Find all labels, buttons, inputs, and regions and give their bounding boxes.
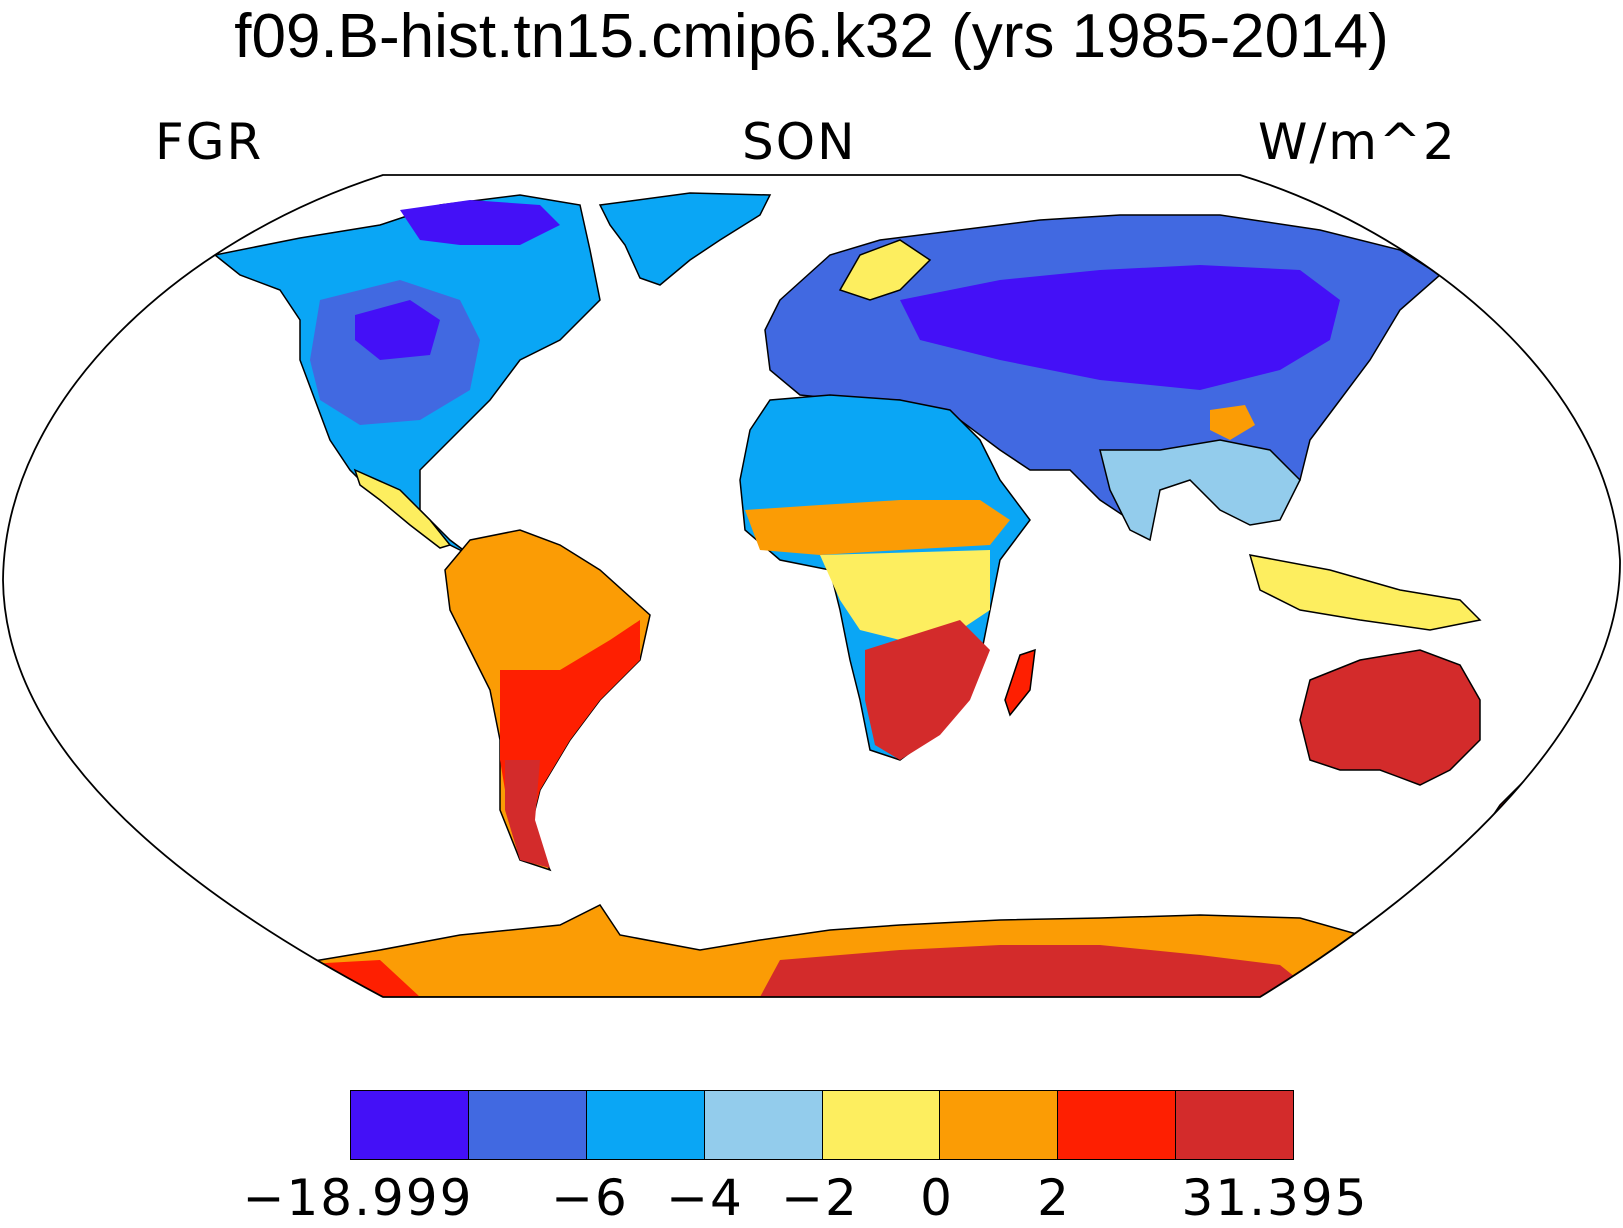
australia-region: [1299, 649, 1481, 786]
colorbar-tick-label: 2: [1037, 1169, 1071, 1227]
antarctica-interior: [760, 945, 1320, 997]
siberia-core: [900, 265, 1340, 390]
colorbar-swatch: [704, 1091, 823, 1159]
greenland-region: [598, 192, 772, 286]
season-label: SON: [742, 113, 857, 171]
colorbar-swatch: [586, 1091, 705, 1159]
variable-label: FGR: [155, 113, 264, 171]
canada-core: [355, 300, 440, 360]
madagascar: [1004, 648, 1036, 717]
colorbar-tick-label: −18.999: [242, 1169, 474, 1227]
colorbar-tick-label: 0: [920, 1169, 954, 1227]
colorbar-tick-label: −4: [666, 1169, 744, 1227]
colorbar-swatch: [1058, 1091, 1177, 1159]
southern-africa: [865, 620, 990, 760]
colorbar-tick-label: 31.395: [1181, 1169, 1369, 1227]
arctic-islands: [400, 200, 560, 245]
maritime-continent: [1248, 554, 1482, 631]
figure-title: f09.B-hist.tn15.cmip6.k32 (yrs 1985-2014…: [234, 2, 1389, 71]
units-label: W/m^2: [1258, 113, 1457, 171]
colorbar: [350, 1090, 1294, 1160]
colorbar-tick-label: −2: [781, 1169, 859, 1227]
colorbar-swatch: [940, 1091, 1059, 1159]
tibet-hotspot: [1210, 405, 1255, 440]
scandinavia: [838, 239, 932, 301]
central-africa: [820, 550, 990, 640]
sahel-band: [745, 500, 1010, 555]
colorbar-swatch: [351, 1091, 469, 1159]
colorbar-swatch: [1176, 1091, 1293, 1159]
projection-outline: [2, 174, 1621, 998]
south-asia-region: [1099, 439, 1301, 542]
land-fill: [213, 192, 1557, 997]
patagonia: [505, 760, 550, 868]
colorbar-swatch: [468, 1091, 587, 1159]
colorbar-tick-label: −6: [551, 1169, 629, 1227]
colorbar-swatch: [822, 1091, 941, 1159]
central-america-region: [353, 468, 452, 549]
